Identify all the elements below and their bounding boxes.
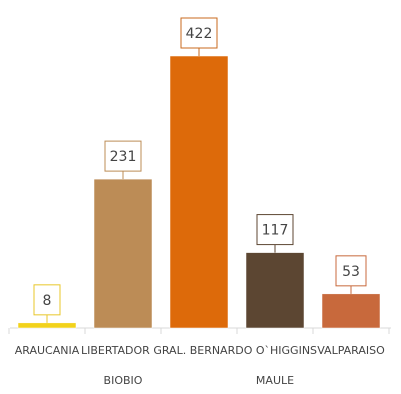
data-label-box xyxy=(256,214,294,246)
x-tick-label: BIOBIO xyxy=(104,374,143,387)
x-tick-label: LIBERTADOR GRAL. BERNARDO O`HIGGINS xyxy=(81,344,317,357)
bar-araucania xyxy=(17,322,77,329)
data-label-box xyxy=(180,17,218,49)
data-label-box xyxy=(104,140,142,172)
data-label-box xyxy=(33,284,61,316)
x-tick-label: MAULE xyxy=(256,374,294,387)
data-label: 422 xyxy=(186,26,213,42)
bar-libertador-gral-bernardo-o-higgins xyxy=(169,55,229,329)
data-label-box xyxy=(335,255,367,287)
data-label: 53 xyxy=(342,264,360,280)
x-tick-label: ARAUCANIA xyxy=(15,344,80,357)
data-label: 231 xyxy=(110,149,137,165)
bar-biobio xyxy=(93,178,153,329)
data-label: 117 xyxy=(262,223,289,239)
bar-maule xyxy=(245,252,305,329)
x-tick-label: VALPARAISO xyxy=(317,344,385,357)
data-label: 8 xyxy=(43,293,52,309)
bar-valparaiso xyxy=(321,293,381,329)
